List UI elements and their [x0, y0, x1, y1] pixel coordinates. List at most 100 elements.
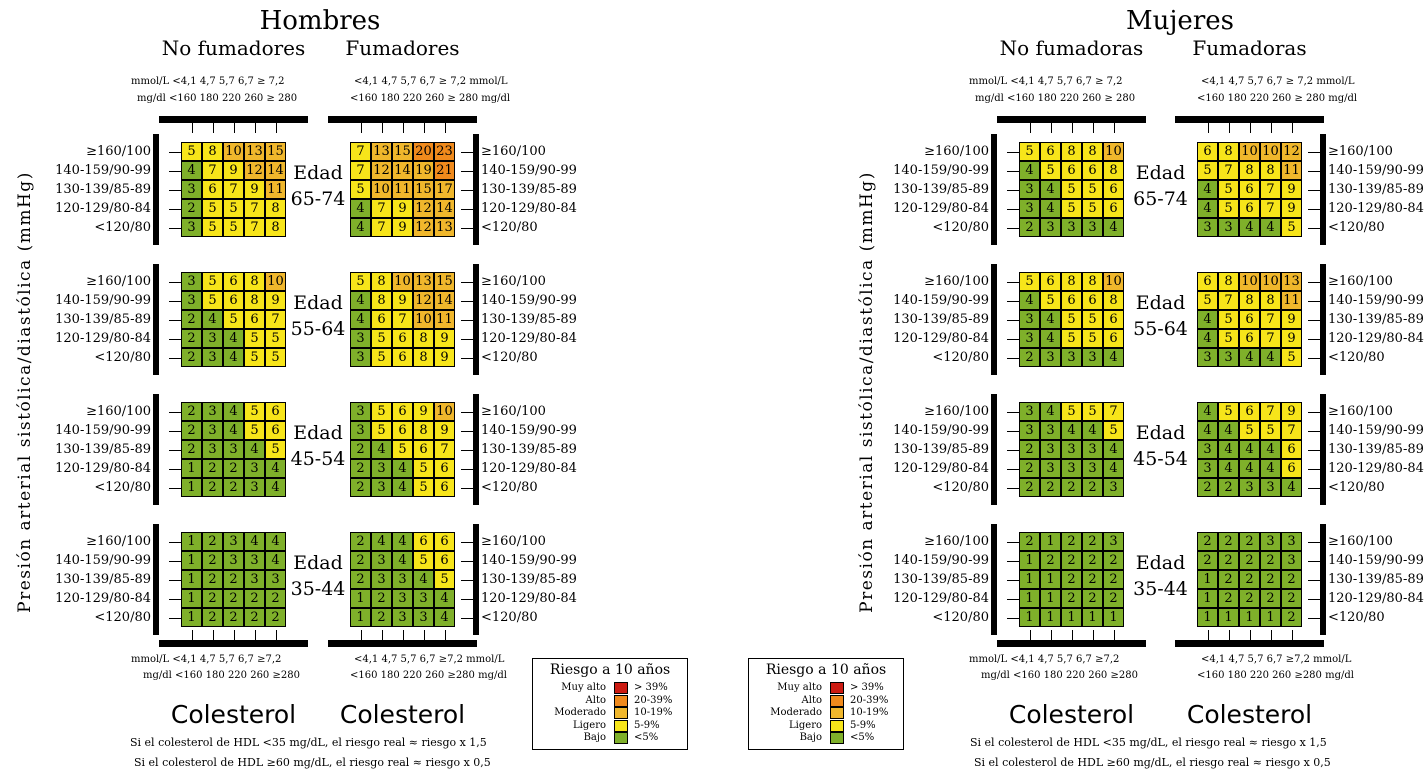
men-smoker-cell-0-3-0: 4 — [350, 199, 371, 218]
women-nonsmoker-cell-2-3-0: 2 — [1019, 459, 1040, 478]
women-bp-tick-left-3-0 — [1007, 541, 1019, 543]
women-nonsmoker-cell-3-4-1: 1 — [1040, 608, 1061, 627]
women-smoker-cell-0-0-0: 6 — [1197, 142, 1218, 161]
men-smoker-cell-0-1-2: 14 — [392, 161, 413, 180]
men-bp-label-left-2-2: 130-139/85-89 — [55, 442, 151, 457]
men-bp-label-right-2-3: 120-129/80-84 — [481, 461, 577, 476]
men-chol-bar-top-0 — [159, 116, 308, 123]
risk-legend-title-0: Riesgo a 10 años — [549, 662, 671, 678]
men-bp-tick-left-3-2 — [169, 579, 181, 581]
women-bp-label-right-2-0: ≥160/100 — [1328, 404, 1393, 419]
men-nonsmoker-cell-2-2-1: 3 — [202, 440, 223, 459]
men-smoker-cell-1-3-0: 3 — [350, 329, 371, 348]
women-nonsmoker-cell-2-0-0: 3 — [1019, 402, 1040, 421]
risk-legend-swatch-0-3 — [614, 719, 628, 732]
men-nonsmoker-cell-0-2-2: 7 — [223, 180, 244, 199]
women-bp-tick-left-3-2 — [1007, 579, 1019, 581]
men-smoker-cell-3-4-3: 3 — [413, 608, 434, 627]
women-bp-tick-left-3-3 — [1007, 598, 1019, 600]
risk-legend-label-1-1: Alto — [801, 694, 822, 706]
women-nonsmoker-cell-2-1-1: 3 — [1040, 421, 1061, 440]
men-smoker-cell-3-0-3: 6 — [413, 532, 434, 551]
men-smoker-cell-2-1-4: 9 — [434, 421, 455, 440]
men-chol-tick-bottom-1-2 — [402, 630, 404, 640]
men-smoker-cell-0-3-2: 9 — [392, 199, 413, 218]
men-smoker-cell-2-2-1: 4 — [371, 440, 392, 459]
risk-legend-label-0-1: Alto — [585, 694, 606, 706]
men-bp-label-left-3-0: ≥160/100 — [86, 534, 151, 549]
risk-legend-swatch-1-1 — [830, 694, 844, 707]
women-smoker-cell-2-0-2: 6 — [1239, 402, 1260, 421]
women-smoker-cell-3-3-3: 2 — [1260, 589, 1281, 608]
men-smoker-cell-0-4-3: 12 — [413, 218, 434, 237]
women-nonsmoker-cell-0-4-2: 3 — [1061, 218, 1082, 237]
women-smoker-cell-1-1-0: 5 — [1197, 291, 1218, 310]
men-smoker-cell-3-3-4: 4 — [434, 589, 455, 608]
men-nonsmoker-cell-2-0-4: 6 — [265, 402, 286, 421]
men-smoker-cell-3-1-0: 2 — [350, 551, 371, 570]
men-bp-label-left-3-4: <120/80 — [94, 610, 151, 625]
men-nonsmoker-cell-2-4-2: 2 — [223, 478, 244, 497]
men-smoker-cell-3-2-2: 3 — [392, 570, 413, 589]
women-bottom-mmol-right: <4,1 4,7 5,7 6,7 ≥7,2 mmol/L — [1201, 654, 1352, 665]
men-bp-label-right-0-1: 140-159/90-99 — [481, 163, 577, 178]
men-bp-tick-right-2-0 — [461, 411, 473, 413]
risk-legend-title-1: Riesgo a 10 años — [765, 662, 887, 678]
women-bp-label-right-0-0: ≥160/100 — [1328, 144, 1393, 159]
women-bp-tick-left-0-3 — [1007, 208, 1019, 210]
women-nonsmoker-cell-2-2-0: 2 — [1019, 440, 1040, 459]
men-nonsmoker-cell-0-2-1: 6 — [202, 180, 223, 199]
men-chol-bar-bottom-0 — [159, 640, 308, 647]
women-nonsmoker-cell-2-3-1: 3 — [1040, 459, 1061, 478]
men-bp-tick-right-1-2 — [461, 319, 473, 321]
men-nonsmoker-cell-0-0-3: 13 — [244, 142, 265, 161]
women-age-group-2: 45-54 — [1133, 448, 1188, 470]
risk-legend-range-1-2: 10-19% — [850, 707, 889, 718]
men-smoker-cell-0-0-1: 13 — [371, 142, 392, 161]
men-chol-tick-top-1-0 — [360, 123, 362, 133]
men-bp-tick-right-1-3 — [461, 338, 473, 340]
women-smoker-cell-0-4-4: 5 — [1281, 218, 1302, 237]
women-nonsmoker-cell-2-4-0: 2 — [1019, 478, 1040, 497]
women-smoker-cell-2-4-1: 2 — [1218, 478, 1239, 497]
risk-legend-swatch-1-3 — [830, 719, 844, 732]
women-smoker-cell-2-3-0: 3 — [1197, 459, 1218, 478]
men-edad-word-0: Edad — [293, 162, 343, 184]
women-bp-label-right-1-4: <120/80 — [1328, 350, 1385, 365]
women-nonsmoker-cell-2-3-2: 3 — [1061, 459, 1082, 478]
men-smoker-cell-3-4-1: 2 — [371, 608, 392, 627]
men-smoker-cell-3-2-3: 4 — [413, 570, 434, 589]
women-smoker-cell-0-2-2: 6 — [1239, 180, 1260, 199]
men-bp-label-right-3-4: <120/80 — [481, 610, 538, 625]
women-edad-word-3: Edad — [1135, 552, 1186, 574]
men-smoker-cell-1-2-0: 4 — [350, 310, 371, 329]
women-smoker-cell-1-0-3: 10 — [1260, 272, 1281, 291]
women-nonsmoker-cell-1-4-1: 3 — [1040, 348, 1061, 367]
men-bp-tick-left-0-1 — [169, 170, 181, 172]
men-smoker-cell-1-1-2: 9 — [392, 291, 413, 310]
men-chol-bar-top-1 — [328, 116, 477, 123]
women-nonsmoker-cell-0-1-2: 6 — [1061, 161, 1082, 180]
women-smoker-cell-0-3-2: 6 — [1239, 199, 1260, 218]
men-chol-tick-bottom-1-4 — [444, 630, 446, 640]
men-bp-tick-right-1-1 — [461, 300, 473, 302]
men-nonsmoker-cell-3-2-2: 2 — [223, 570, 244, 589]
men-smoker-cell-3-3-0: 1 — [350, 589, 371, 608]
men-bp-tick-left-1-3 — [169, 338, 181, 340]
women-nonsmoker-cell-1-2-3: 5 — [1082, 310, 1103, 329]
women-smoker-cell-0-2-1: 5 — [1218, 180, 1239, 199]
women-nonsmoker-cell-1-0-2: 8 — [1061, 272, 1082, 291]
men-age-group-1: 55-64 — [290, 318, 346, 340]
women-bp-tick-right-1-1 — [1308, 300, 1320, 302]
men-smoker-cell-0-2-1: 10 — [371, 180, 392, 199]
women-smoker-cell-0-1-3: 8 — [1260, 161, 1281, 180]
men-nonsmoker-cell-2-2-4: 5 — [265, 440, 286, 459]
women-bp-tick-left-2-2 — [1007, 449, 1019, 451]
women-smoker-cell-1-4-4: 5 — [1281, 348, 1302, 367]
women-nonsmoker-cell-3-0-3: 2 — [1082, 532, 1103, 551]
men-nonsmoker-cell-3-4-4: 2 — [265, 608, 286, 627]
women-nonsmoker-cell-2-1-3: 4 — [1082, 421, 1103, 440]
women-bp-tick-right-0-1 — [1308, 170, 1320, 172]
women-nonsmoker-cell-3-2-0: 1 — [1019, 570, 1040, 589]
men-nonsmoker-cell-3-2-0: 1 — [181, 570, 202, 589]
